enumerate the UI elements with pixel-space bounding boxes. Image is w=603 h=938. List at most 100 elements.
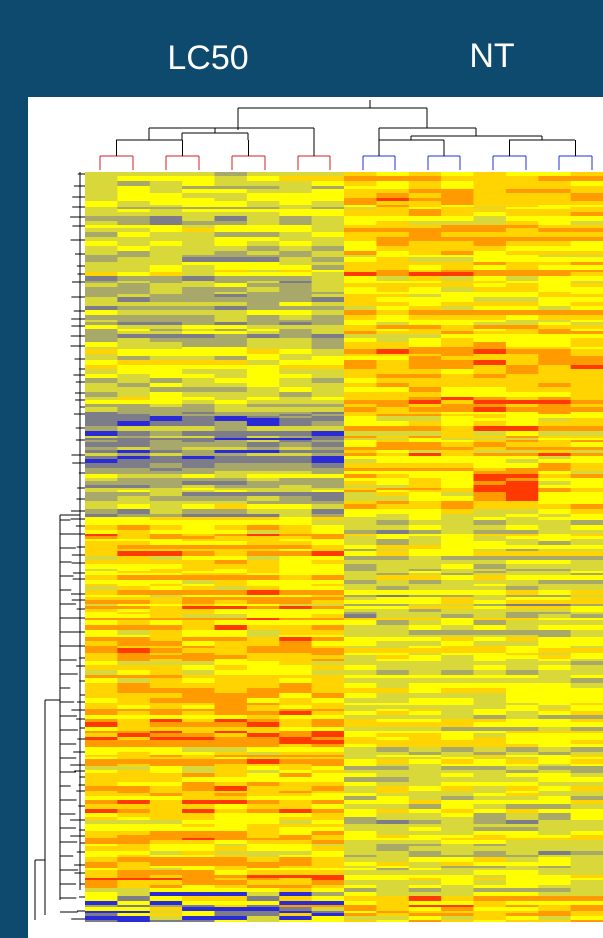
heat-cell bbox=[441, 322, 475, 325]
heat-cell bbox=[279, 618, 313, 620]
heat-cell bbox=[117, 198, 151, 201]
heat-cell bbox=[214, 868, 248, 870]
heat-cell bbox=[505, 757, 539, 759]
heat-cell bbox=[246, 459, 280, 463]
heat-cell bbox=[311, 804, 345, 809]
heat-cell bbox=[570, 349, 603, 354]
heat-cell bbox=[505, 786, 539, 791]
heat-cell bbox=[311, 824, 345, 827]
heat-cell bbox=[85, 539, 118, 541]
heat-cell bbox=[85, 383, 118, 387]
heat-cell bbox=[505, 257, 539, 262]
heat-cell bbox=[311, 310, 345, 315]
heat-cell bbox=[279, 665, 313, 670]
heat-cell bbox=[441, 793, 475, 796]
heat-cell bbox=[505, 580, 539, 584]
heat-cell bbox=[408, 796, 442, 800]
heat-cell bbox=[182, 733, 216, 737]
heat-cell bbox=[473, 866, 507, 868]
heat-cell bbox=[376, 246, 410, 251]
heat-cell bbox=[214, 392, 248, 397]
heat-cell bbox=[279, 630, 313, 635]
heat-cell bbox=[117, 338, 151, 342]
heat-cell bbox=[214, 414, 248, 416]
heat-cell bbox=[182, 905, 216, 907]
heat-cell bbox=[214, 916, 248, 920]
heat-cell bbox=[149, 536, 183, 539]
heat-cell bbox=[311, 338, 345, 342]
heat-cell bbox=[473, 453, 507, 456]
heat-cell bbox=[85, 186, 118, 189]
heat-cell bbox=[311, 176, 345, 181]
heat-cell bbox=[505, 283, 539, 287]
heat-cell bbox=[85, 678, 118, 683]
heat-cell bbox=[473, 255, 507, 257]
heat-cell bbox=[473, 525, 507, 530]
heat-cell bbox=[344, 653, 377, 655]
heat-cell bbox=[538, 855, 572, 857]
heat-cell bbox=[376, 397, 410, 400]
heat-cell bbox=[214, 604, 248, 606]
heat-cell bbox=[473, 851, 507, 855]
heat-cell bbox=[344, 885, 377, 888]
heat-cell bbox=[473, 661, 507, 665]
heat-cell bbox=[570, 878, 603, 880]
heat-cell bbox=[182, 442, 216, 447]
heat-cell bbox=[473, 334, 507, 338]
heat-cell bbox=[117, 232, 151, 237]
heat-cell bbox=[408, 705, 442, 709]
heat-cell bbox=[441, 237, 475, 241]
heat-cell bbox=[344, 793, 377, 796]
heat-cell bbox=[182, 759, 216, 764]
heat-cell bbox=[117, 665, 151, 670]
heat-cell bbox=[117, 846, 151, 851]
heat-cell bbox=[376, 590, 410, 595]
heat-cell bbox=[408, 459, 442, 463]
heat-cell bbox=[182, 604, 216, 606]
heat-cell bbox=[311, 369, 345, 374]
heat-cell bbox=[505, 809, 539, 813]
heat-cell bbox=[408, 541, 442, 545]
heat-cell bbox=[311, 875, 345, 878]
heat-cell bbox=[149, 251, 183, 255]
heat-cell bbox=[117, 885, 151, 888]
heat-cell bbox=[311, 281, 345, 283]
heat-cell bbox=[246, 809, 280, 813]
heat-cell bbox=[85, 564, 118, 569]
heat-cell bbox=[214, 485, 248, 488]
heat-cell bbox=[376, 678, 410, 683]
heat-cell bbox=[408, 257, 442, 262]
heat-cell bbox=[117, 740, 151, 744]
heat-cell bbox=[538, 913, 572, 916]
heat-cell bbox=[214, 609, 248, 612]
heat-cell bbox=[214, 888, 248, 892]
heat-cell bbox=[117, 392, 151, 397]
heat-cell bbox=[117, 545, 151, 549]
heat-cell bbox=[149, 504, 183, 509]
heat-cell bbox=[149, 201, 183, 205]
heat-cell bbox=[149, 492, 183, 496]
heat-cell bbox=[85, 349, 118, 354]
heat-cell bbox=[117, 181, 151, 186]
heat-cell bbox=[85, 504, 118, 509]
heat-cell bbox=[246, 209, 280, 212]
heat-cell bbox=[279, 560, 313, 564]
heat-cell bbox=[344, 618, 377, 620]
heat-cell bbox=[311, 549, 345, 551]
heat-cell bbox=[214, 438, 248, 440]
heat-cell bbox=[182, 302, 216, 306]
heat-cell bbox=[311, 791, 345, 793]
heat-cell bbox=[538, 488, 572, 490]
heat-cell bbox=[376, 186, 410, 189]
heat-cell bbox=[149, 404, 183, 407]
heat-cell bbox=[538, 731, 572, 733]
heat-cell bbox=[538, 212, 572, 216]
heat-cell bbox=[441, 851, 475, 855]
heat-cell bbox=[570, 270, 603, 272]
heat-cell bbox=[376, 320, 410, 322]
heat-cell bbox=[505, 791, 539, 793]
heat-cell bbox=[376, 251, 410, 255]
heat-cell bbox=[473, 827, 507, 831]
heat-cell bbox=[570, 648, 603, 653]
heat-cell bbox=[441, 571, 475, 573]
